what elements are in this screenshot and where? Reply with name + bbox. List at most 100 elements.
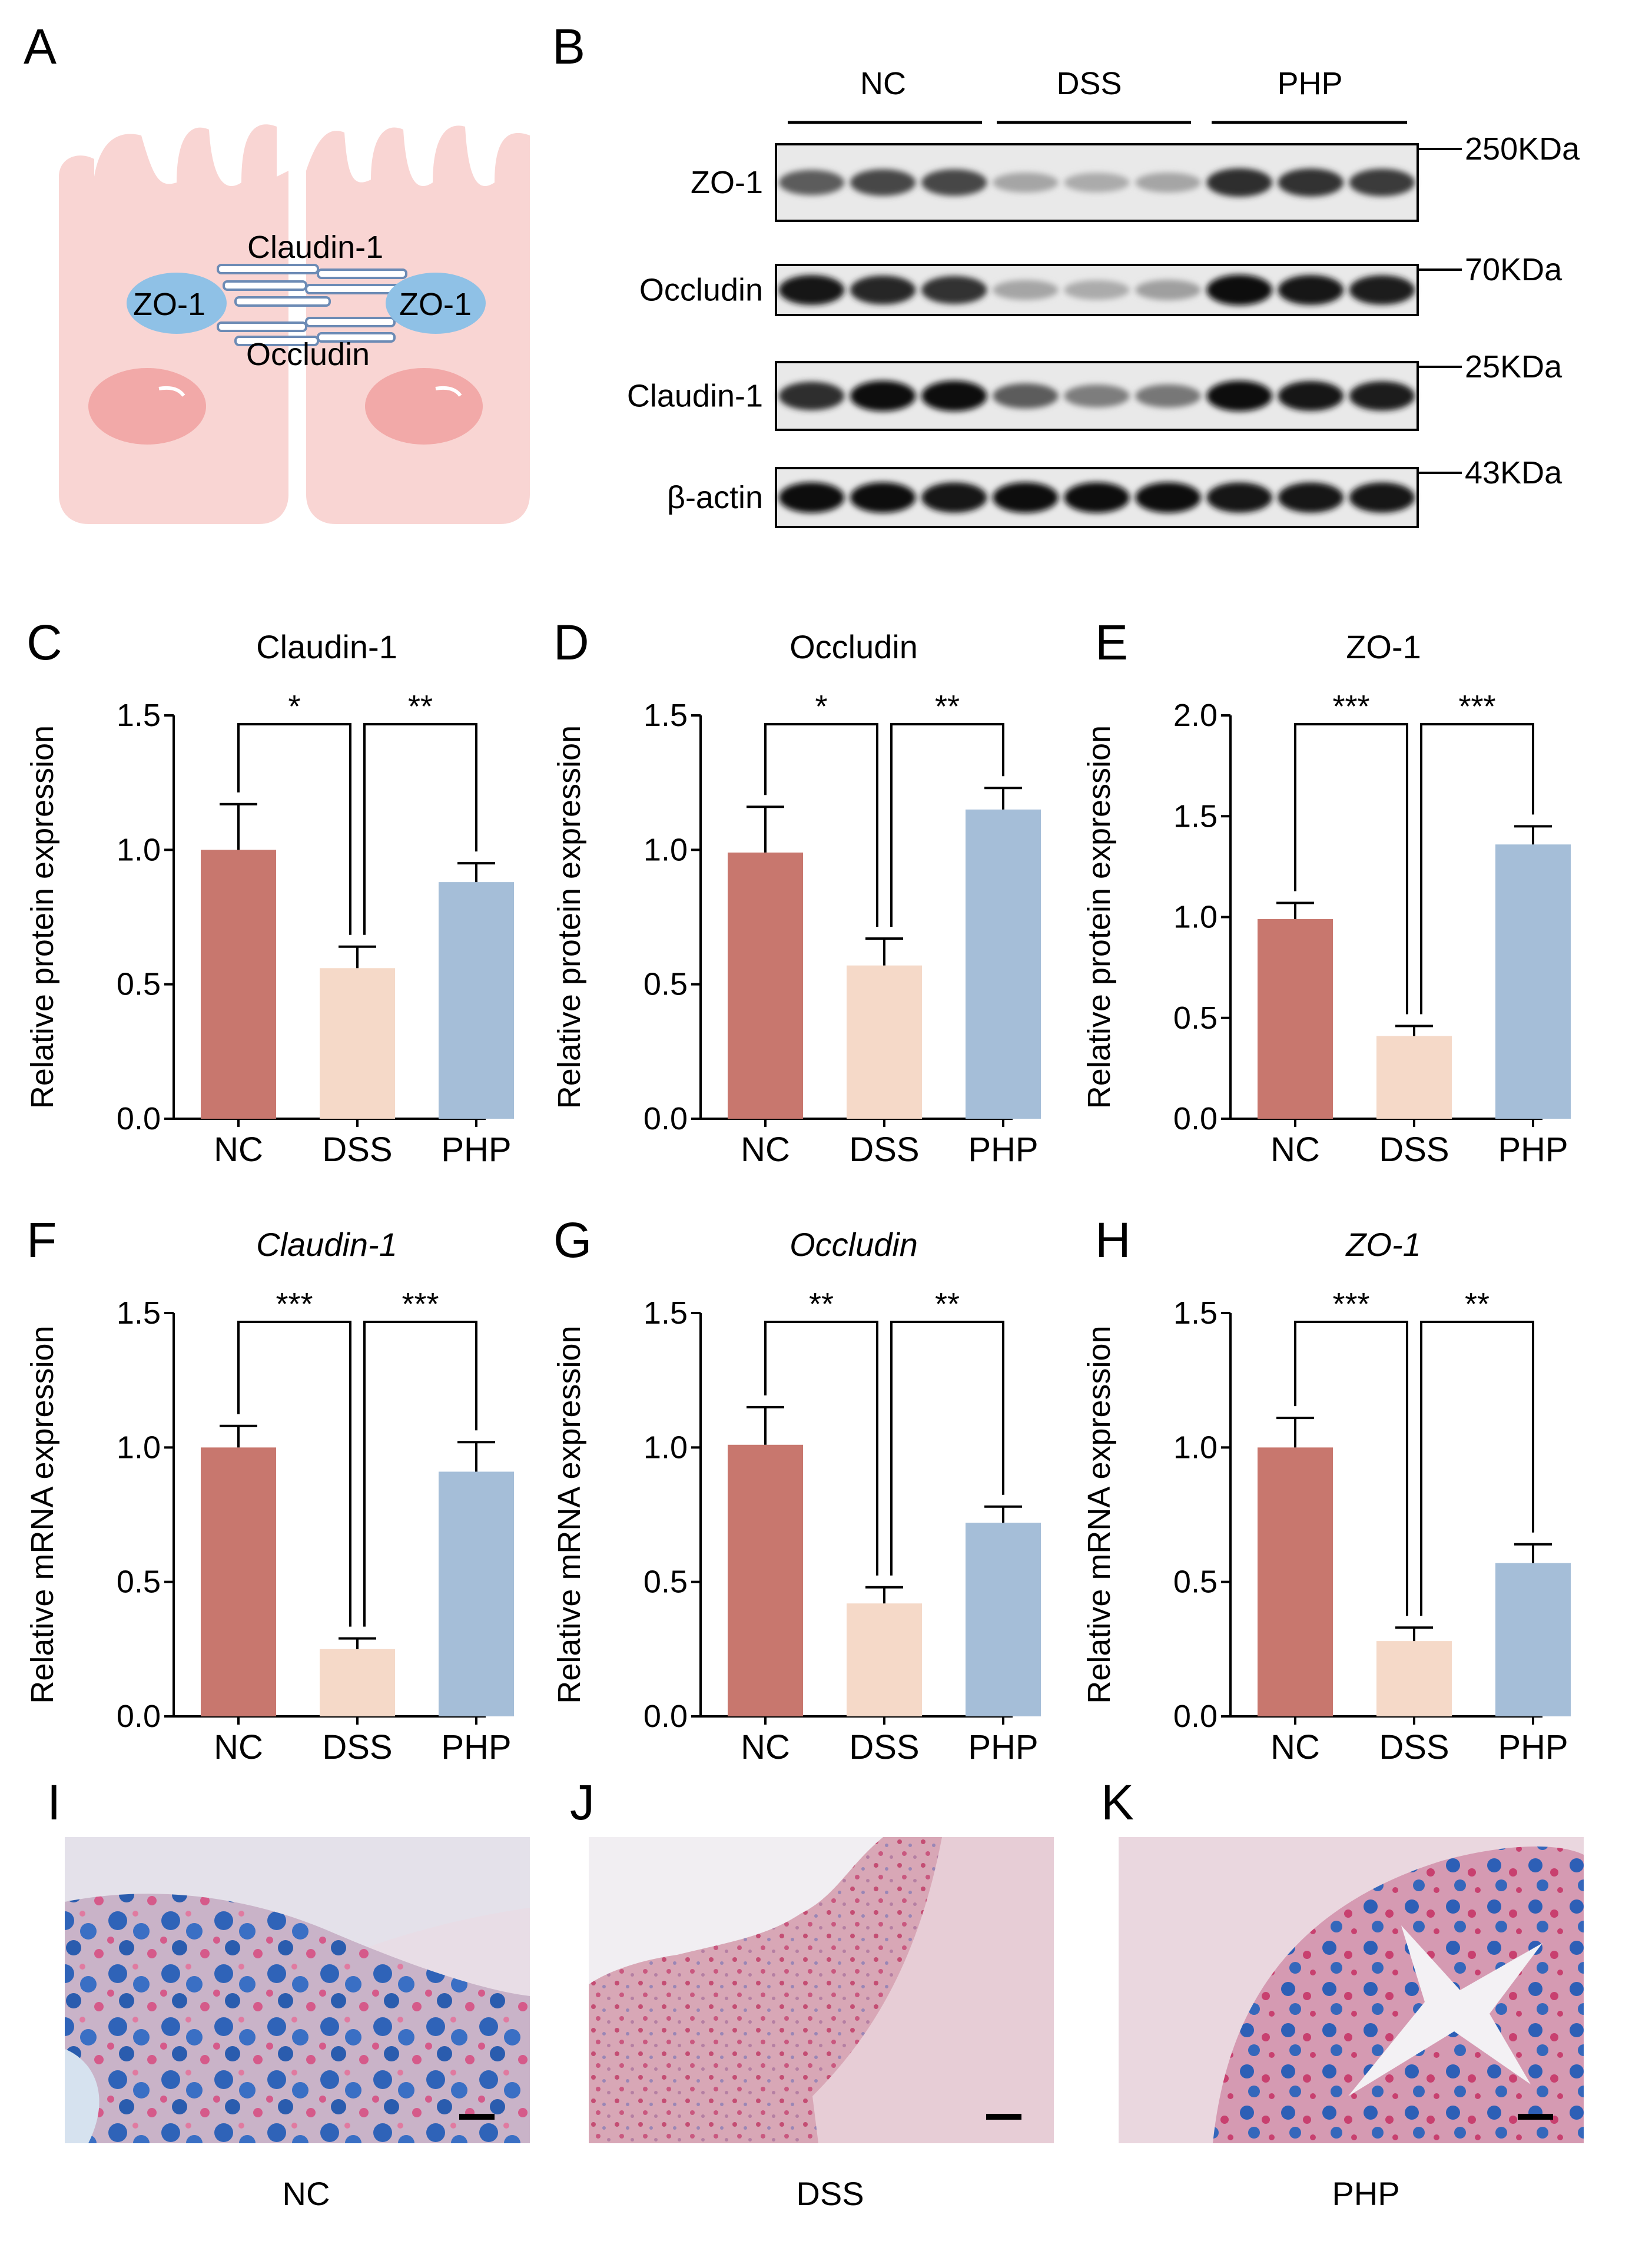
blot-row-zo-1: ZO-1 250KDa bbox=[691, 131, 1580, 222]
blot-band bbox=[850, 380, 916, 412]
x-tick-label: DSS bbox=[1379, 1728, 1449, 1766]
scale-bar-php bbox=[1518, 2114, 1553, 2120]
panel-letter-k: K bbox=[1101, 1775, 1134, 1830]
chart-title: ZO-1 bbox=[1345, 1226, 1421, 1263]
scale-bar-dss bbox=[986, 2114, 1021, 2120]
panel-letter-a: A bbox=[24, 19, 57, 74]
nucleus-highlight-right bbox=[435, 386, 462, 397]
chart-panel-h: H ZO-1 0.0 0.5 1.0 1.5 Relative mRNA expressio… bbox=[1082, 1212, 1571, 1766]
significance-bracket bbox=[764, 1321, 878, 1576]
y-tick-label: 0.5 bbox=[117, 1564, 161, 1600]
significance-bracket bbox=[764, 723, 878, 927]
blot-band bbox=[1349, 275, 1415, 305]
bar-nc bbox=[728, 1444, 803, 1716]
y-tick-label: 0.5 bbox=[643, 1564, 688, 1600]
zo1-right-label: ZO-1 bbox=[399, 287, 472, 322]
blot-band bbox=[778, 275, 845, 305]
bar-php bbox=[439, 882, 514, 1119]
blot-band bbox=[993, 383, 1059, 409]
caption-nc: NC bbox=[283, 2175, 330, 2212]
chart-panel-e: E ZO-1 0.0 0.5 1.0 1.5 2.0 Relative protein exp… bbox=[1082, 615, 1571, 1169]
size-marker-label: 250KDa bbox=[1465, 131, 1580, 167]
panel-letter-c: C bbox=[26, 615, 62, 670]
lane-label-nc: NC bbox=[860, 66, 906, 101]
y-tick-label: 0.0 bbox=[643, 1101, 688, 1136]
x-tick-label: NC bbox=[1270, 1131, 1320, 1169]
zo1-right-oval bbox=[386, 273, 486, 334]
nucleus-highlight-left bbox=[158, 386, 185, 397]
size-marker-label: 70KDa bbox=[1465, 252, 1563, 287]
significance-label: * bbox=[815, 689, 827, 724]
size-marker-label: 43KDa bbox=[1465, 455, 1563, 490]
y-tick-label: 0.5 bbox=[117, 967, 161, 1002]
significance-label: *** bbox=[1332, 689, 1369, 724]
significance-bracket bbox=[237, 723, 351, 935]
bar-nc bbox=[201, 850, 276, 1119]
tight-junction-strands bbox=[217, 264, 407, 346]
histology-image-php bbox=[1119, 1837, 1584, 2143]
y-tick-label: 2.0 bbox=[1173, 698, 1218, 733]
western-blot: NC DSS PHP ZO-1 250KDa Occludin 70KDa Claudin-1… bbox=[627, 66, 1580, 528]
significance-label: *** bbox=[1458, 689, 1495, 724]
x-tick-label: DSS bbox=[849, 1728, 919, 1766]
y-tick-label: 1.5 bbox=[117, 1295, 161, 1331]
blot-band bbox=[1206, 168, 1272, 197]
panel-b: B NC DSS PHP ZO-1 250KDa Occludin 70KDa Claudin… bbox=[552, 19, 1580, 528]
significance-label: *** bbox=[402, 1287, 439, 1322]
bar-php bbox=[966, 809, 1041, 1119]
bar-dss bbox=[1376, 1036, 1452, 1119]
y-tick-label: 1.5 bbox=[1173, 798, 1218, 834]
x-tick-label: NC bbox=[741, 1728, 790, 1766]
blot-row-occludin: Occludin 70KDa bbox=[639, 252, 1563, 316]
bar-php bbox=[966, 1523, 1041, 1716]
blot-row-label: Occludin bbox=[639, 273, 763, 308]
x-tick-label: NC bbox=[741, 1131, 790, 1169]
chart-panel-g: G Occludin 0.0 0.5 1.0 1.5 Relative mRNA expre… bbox=[552, 1212, 1041, 1766]
bar-dss bbox=[847, 965, 922, 1119]
histology-image-dss bbox=[589, 1837, 1054, 2143]
blot-band bbox=[1278, 381, 1344, 411]
blot-band bbox=[921, 169, 987, 196]
caption-php: PHP bbox=[1332, 2175, 1399, 2212]
blot-band bbox=[1206, 274, 1272, 306]
y-tick-label: 1.5 bbox=[1173, 1295, 1218, 1331]
bar-php bbox=[439, 1471, 514, 1716]
zo1-left-label: ZO-1 bbox=[133, 287, 205, 322]
significance-bracket bbox=[363, 1321, 477, 1627]
y-tick-label: 1.0 bbox=[117, 832, 161, 867]
bar-dss bbox=[320, 1649, 395, 1716]
blot-band bbox=[1064, 173, 1130, 193]
blot-band bbox=[1064, 280, 1130, 300]
panel-letter-i: I bbox=[47, 1775, 61, 1830]
panel-letter-h: H bbox=[1095, 1212, 1131, 1268]
blot-band bbox=[1206, 380, 1272, 412]
y-tick-label: 1.5 bbox=[643, 1295, 688, 1331]
blot-band bbox=[921, 380, 987, 412]
lane-label-dss: DSS bbox=[1056, 66, 1122, 101]
bar-charts: C Claudin-1 0.0 0.5 1.0 1.5 Relative protein e… bbox=[25, 615, 1571, 1766]
bar-dss bbox=[847, 1603, 922, 1716]
significance-bracket bbox=[890, 723, 1004, 927]
chart-panel-f: F Claudin-1 0.0 0.5 1.0 1.5 Relative mRNA expr… bbox=[25, 1212, 514, 1766]
significance-bracket bbox=[1294, 723, 1408, 1015]
significance-label: ** bbox=[1465, 1287, 1490, 1322]
blot-row--actin: β-actin 43KDa bbox=[667, 455, 1563, 528]
y-tick-label: 0.0 bbox=[1173, 1699, 1218, 1734]
y-axis-label: Relative mRNA expression bbox=[552, 1325, 587, 1703]
blot-band bbox=[921, 482, 987, 513]
y-tick-label: 1.0 bbox=[1173, 1430, 1218, 1465]
significance-label: ** bbox=[935, 689, 960, 724]
blot-band bbox=[1349, 168, 1415, 197]
bar-nc bbox=[728, 852, 803, 1119]
x-tick-label: PHP bbox=[441, 1131, 511, 1169]
blot-band bbox=[850, 482, 916, 513]
nucleus-right bbox=[365, 368, 483, 445]
y-tick-label: 0.0 bbox=[117, 1101, 161, 1136]
significance-label: ** bbox=[408, 689, 433, 724]
x-tick-label: NC bbox=[1270, 1728, 1320, 1766]
blot-band bbox=[1135, 482, 1201, 513]
significance-label: *** bbox=[1332, 1287, 1369, 1322]
significance-bracket bbox=[1420, 1321, 1534, 1616]
x-tick-label: DSS bbox=[322, 1131, 392, 1169]
